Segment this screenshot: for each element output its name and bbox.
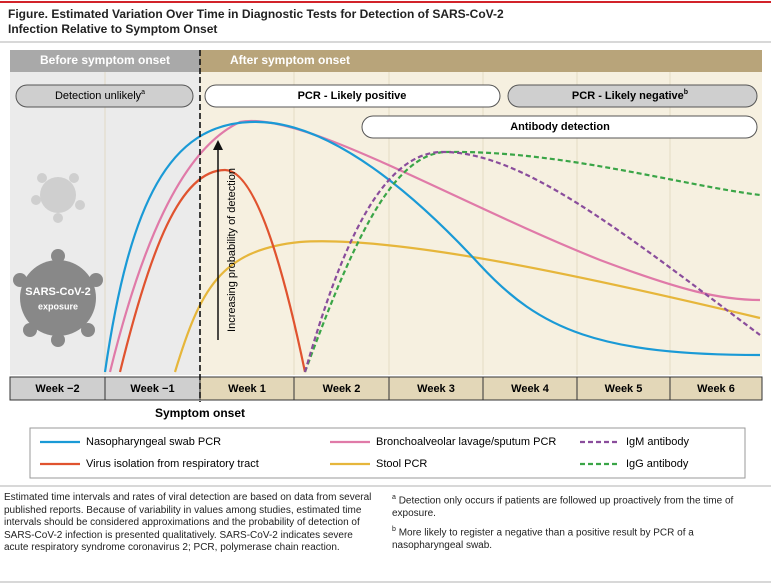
exposure-label: exposure [38, 301, 78, 311]
footnote: b More likely to register a negative tha… [392, 524, 762, 552]
week-row [199, 376, 763, 401]
footnote-text: Detection only occurs if patients are fo… [392, 495, 734, 519]
pill [15, 84, 194, 108]
footnote-text: More likely to register a negative than … [392, 527, 694, 551]
phase-label: Before symptom onset [40, 53, 170, 67]
legend-keys [40, 440, 620, 466]
week-label: Week 4 [511, 383, 550, 395]
pill-label: PCR - Likely positive [298, 90, 407, 102]
legend [29, 427, 746, 479]
virus-icon [13, 249, 103, 347]
note: Estimated time intervals and rates of vi… [4, 492, 372, 553]
legend-label: Virus isolation from respiratory tract [86, 458, 259, 470]
onset-label: Symptom onset [155, 406, 245, 420]
virus-icon [31, 173, 85, 223]
arrow-label: Increasing probability of detection [226, 168, 238, 332]
pill-label: PCR - Likely negativeb [572, 89, 688, 102]
figure-title: Figure. Estimated Variation Over Time in… [8, 7, 504, 36]
legend-label: Nasopharyngeal swab PCR [86, 436, 221, 448]
week-label: Week 5 [605, 383, 643, 395]
curves [103, 119, 761, 373]
week-label: Week −1 [130, 383, 174, 395]
arrow-head [213, 140, 223, 150]
legend-label: IgG antibody [626, 458, 689, 470]
pill [507, 84, 758, 108]
pill [361, 115, 758, 139]
footnote-mark: a [392, 494, 396, 501]
footnote-mark: b [392, 526, 396, 533]
footnote: a Detection only occurs if patients are … [392, 492, 762, 520]
phase-label: After symptom onset [230, 53, 350, 67]
phase-band [10, 50, 200, 72]
week-label: Week 2 [323, 383, 361, 395]
pill [204, 84, 501, 108]
legend-label: IgM antibody [626, 436, 689, 448]
pill-label: Detection unlikelya [55, 89, 145, 102]
legend-label: Stool PCR [376, 458, 427, 470]
week-label: Week 1 [228, 383, 266, 395]
legend-label: Bronchoalveolar lavage/sputum PCR [376, 436, 556, 448]
top-rule [0, 1, 771, 3]
phase-band [200, 50, 762, 72]
week-label: Week −2 [35, 383, 79, 395]
exposure-label: SARS-CoV-2 [25, 286, 90, 298]
week-label: Week 3 [417, 383, 455, 395]
week-label: Week 6 [697, 383, 735, 395]
pill-label: Antibody detection [510, 121, 610, 133]
